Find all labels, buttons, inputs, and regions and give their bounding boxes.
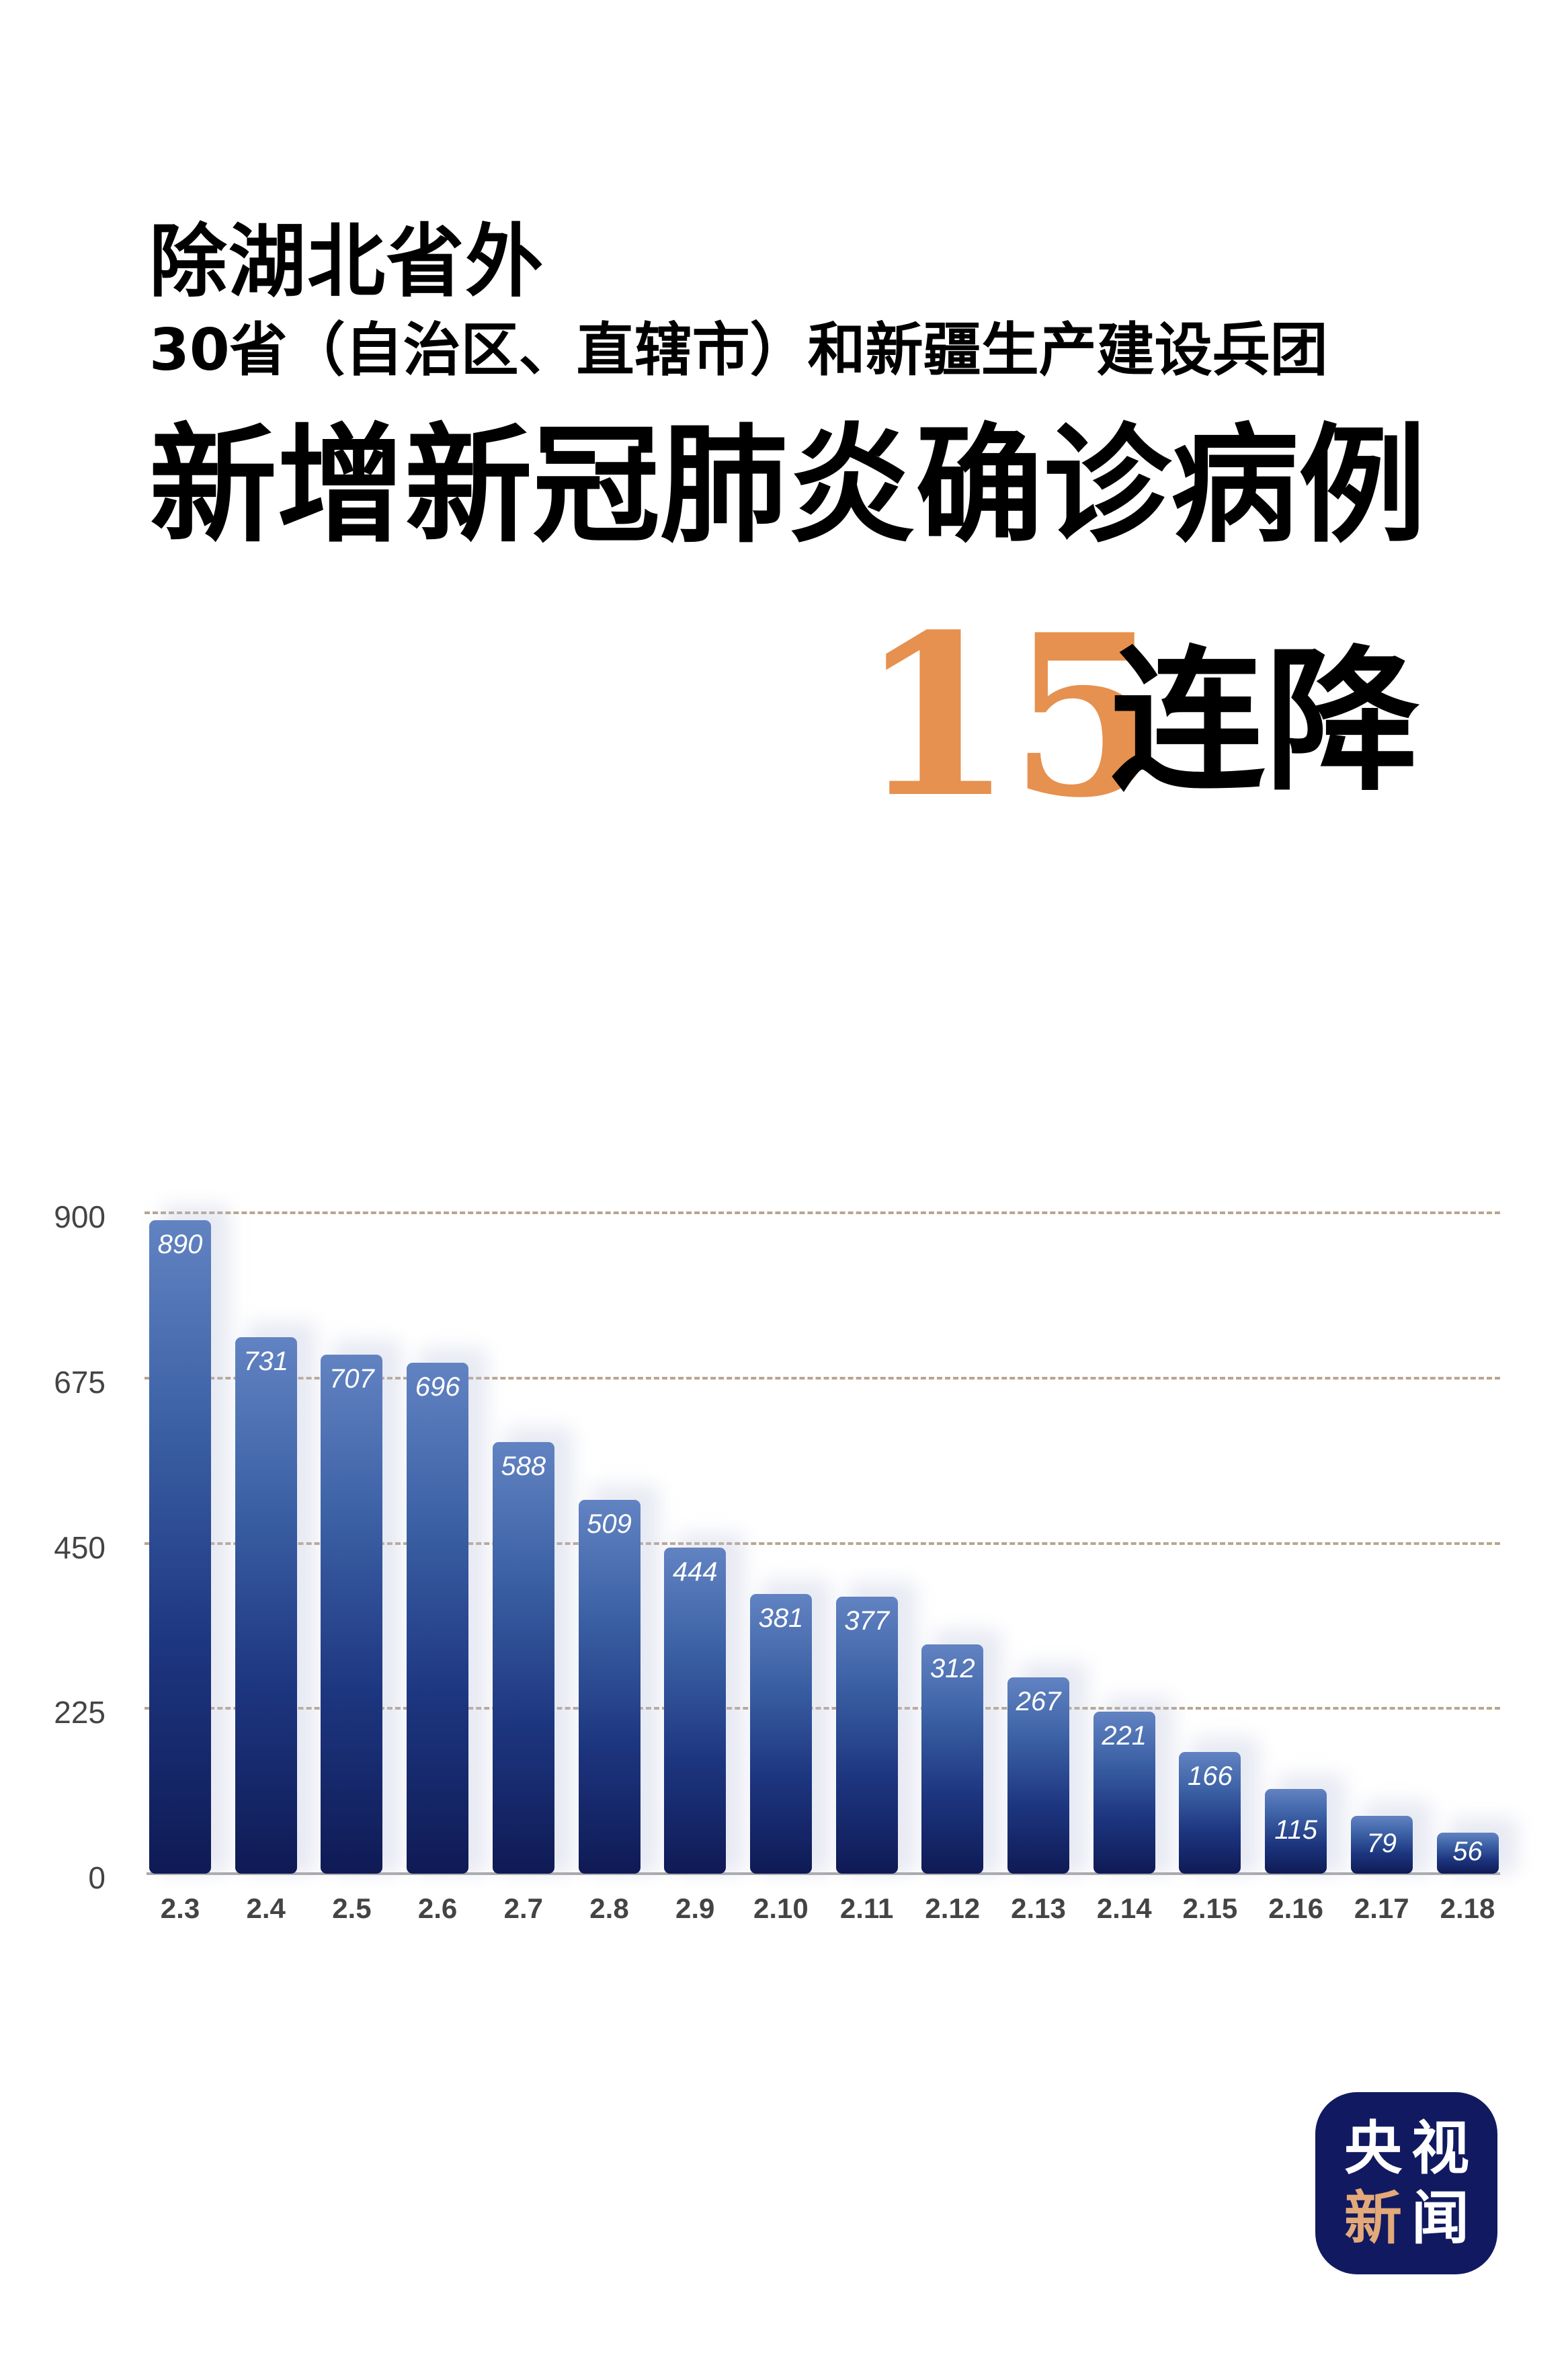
bar-value-label: 731	[243, 1346, 289, 1376]
x-axis-tick-label: 2.14	[1096, 1892, 1152, 1924]
bar: 509	[578, 1485, 659, 1874]
x-axis-tick-label: 2.16	[1268, 1892, 1323, 1924]
bar: 707	[321, 1339, 402, 1874]
x-axis-tick-label: 2.8	[589, 1892, 629, 1924]
title-line-2: 30省（自治区、直辖市）和新疆生产建设兵团	[149, 317, 1328, 384]
bar-fill	[835, 1597, 898, 1874]
title-line-1: 除湖北省外	[149, 215, 545, 308]
bar-fill	[1093, 1711, 1155, 1874]
y-axis-tick-label: 450	[54, 1529, 106, 1565]
title-line-3: 新增新冠肺炎确诊病例	[149, 411, 1427, 560]
bar: 890	[149, 1205, 230, 1874]
x-axis-baseline	[147, 1872, 1500, 1875]
bar: 444	[664, 1533, 745, 1874]
bar-fill	[407, 1362, 469, 1874]
logo-char-shi: 视	[1411, 2115, 1469, 2182]
bar: 221	[1093, 1696, 1174, 1874]
bar-fill	[1350, 1815, 1413, 1874]
bar-fill	[1265, 1789, 1327, 1874]
cctv-news-logo: 央 视 新 闻	[1315, 2092, 1497, 2274]
bar-value-label: 79	[1366, 1828, 1397, 1858]
bar-value-label: 267	[1016, 1687, 1061, 1717]
logo-char-xin: 新	[1344, 2185, 1402, 2252]
bar-value-label: 588	[501, 1451, 546, 1481]
bar: 312	[921, 1630, 1003, 1874]
bar-value-label: 312	[930, 1654, 975, 1684]
bar-fill	[492, 1441, 554, 1874]
bar-value-label: 696	[415, 1371, 460, 1402]
bar-value-label: 381	[758, 1603, 804, 1633]
x-axis-tick-label: 2.13	[1011, 1892, 1066, 1924]
bar-value-label: 509	[587, 1509, 632, 1540]
x-axis-tick-label: 2.11	[839, 1892, 894, 1924]
bar-value-label: 890	[157, 1229, 203, 1259]
gridline	[145, 1542, 1500, 1545]
bar: 56	[1436, 1817, 1518, 1874]
bar-fill	[921, 1644, 984, 1874]
logo-char-yang: 央	[1344, 2115, 1402, 2182]
highlight-number: 15	[859, 586, 1163, 846]
bar-fill	[1007, 1677, 1069, 1874]
bar: 377	[835, 1582, 917, 1874]
x-axis-tick-label: 2.10	[753, 1892, 809, 1924]
bar: 166	[1179, 1737, 1260, 1874]
bar: 731	[235, 1322, 316, 1874]
gridline	[145, 1211, 1500, 1214]
x-axis-tick-label: 2.12	[925, 1892, 981, 1924]
x-axis-tick-label: 2.18	[1440, 1892, 1495, 1924]
x-axis-tick-label: 2.5	[332, 1892, 372, 1924]
bar-fill	[749, 1593, 812, 1874]
bar-fill	[149, 1220, 211, 1874]
bar-fill	[578, 1500, 641, 1874]
x-axis-tick-label: 2.7	[503, 1892, 543, 1924]
bar: 267	[1007, 1663, 1088, 1874]
bar-chart: 0 225 450 675 900 890 2.3 731 2.4 707 2.5 696 2.6 588…	[54, 1199, 1518, 1924]
bar-fill	[1179, 1751, 1241, 1874]
x-axis-tick-label: 2.9	[675, 1892, 715, 1924]
x-axis-tick-label: 2.17	[1354, 1892, 1409, 1924]
bar-fill	[664, 1548, 727, 1874]
x-axis-tick-label: 2.6	[417, 1892, 458, 1924]
gridline	[145, 1707, 1500, 1710]
x-axis-tick-label: 2.4	[246, 1892, 286, 1924]
y-axis-tick-label: 675	[54, 1364, 106, 1400]
y-axis-tick-label: 0	[88, 1860, 106, 1895]
bar-value-label: 166	[1188, 1761, 1233, 1791]
bar: 588	[492, 1427, 573, 1874]
gridline	[145, 1376, 1500, 1380]
y-axis-tick-label: 225	[54, 1695, 106, 1730]
bar: 696	[407, 1347, 488, 1874]
bar: 115	[1265, 1774, 1346, 1874]
bar-value-label: 444	[672, 1557, 718, 1587]
bar-fill	[235, 1337, 297, 1874]
bar: 79	[1350, 1800, 1432, 1874]
bar-fill	[321, 1354, 383, 1874]
x-axis-tick-label: 2.15	[1182, 1892, 1238, 1924]
highlight-suffix: 连降	[1110, 631, 1420, 812]
bar-fill	[1436, 1832, 1499, 1874]
bar: 381	[749, 1579, 831, 1874]
bar-value-label: 221	[1102, 1720, 1147, 1751]
bar-value-label: 707	[329, 1363, 374, 1394]
x-axis-tick-label: 2.3	[160, 1892, 200, 1924]
y-axis-tick-label: 900	[54, 1199, 106, 1234]
bar-value-label: 115	[1274, 1815, 1317, 1845]
logo-char-wen: 闻	[1411, 2185, 1469, 2252]
bar-value-label: 56	[1452, 1837, 1483, 1867]
bar-value-label: 377	[844, 1606, 889, 1636]
